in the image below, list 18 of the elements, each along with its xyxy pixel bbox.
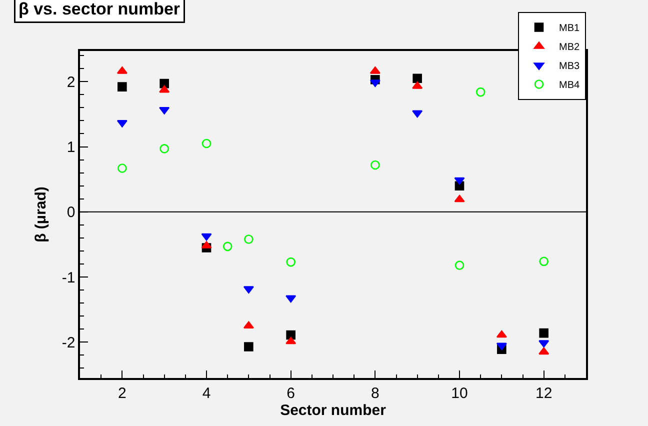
x-tick-label: 4 bbox=[202, 384, 211, 402]
x-tick-label: 10 bbox=[451, 384, 468, 402]
legend-label: MB4 bbox=[559, 80, 580, 92]
legend-label: MB1 bbox=[559, 23, 580, 34]
chart-title: β vs. sector number bbox=[18, 0, 180, 18]
y-tick-label: -2 bbox=[62, 334, 76, 352]
y-tick-label: 2 bbox=[66, 74, 76, 91]
x-tick-label: 2 bbox=[118, 384, 126, 402]
y-axis-title: β (μrad) bbox=[32, 186, 50, 242]
y-tick-label: 0 bbox=[66, 204, 76, 222]
x-tick-label: 12 bbox=[535, 384, 552, 402]
y-tick-label: -1 bbox=[62, 269, 76, 286]
x-axis-title: Sector number bbox=[280, 402, 386, 419]
legend-label: MB3 bbox=[559, 61, 580, 72]
x-tick-label: 6 bbox=[286, 384, 295, 402]
y-tick-label: 1 bbox=[66, 139, 76, 156]
x-tick-label: 8 bbox=[371, 384, 380, 402]
legend-label: MB2 bbox=[559, 42, 580, 54]
